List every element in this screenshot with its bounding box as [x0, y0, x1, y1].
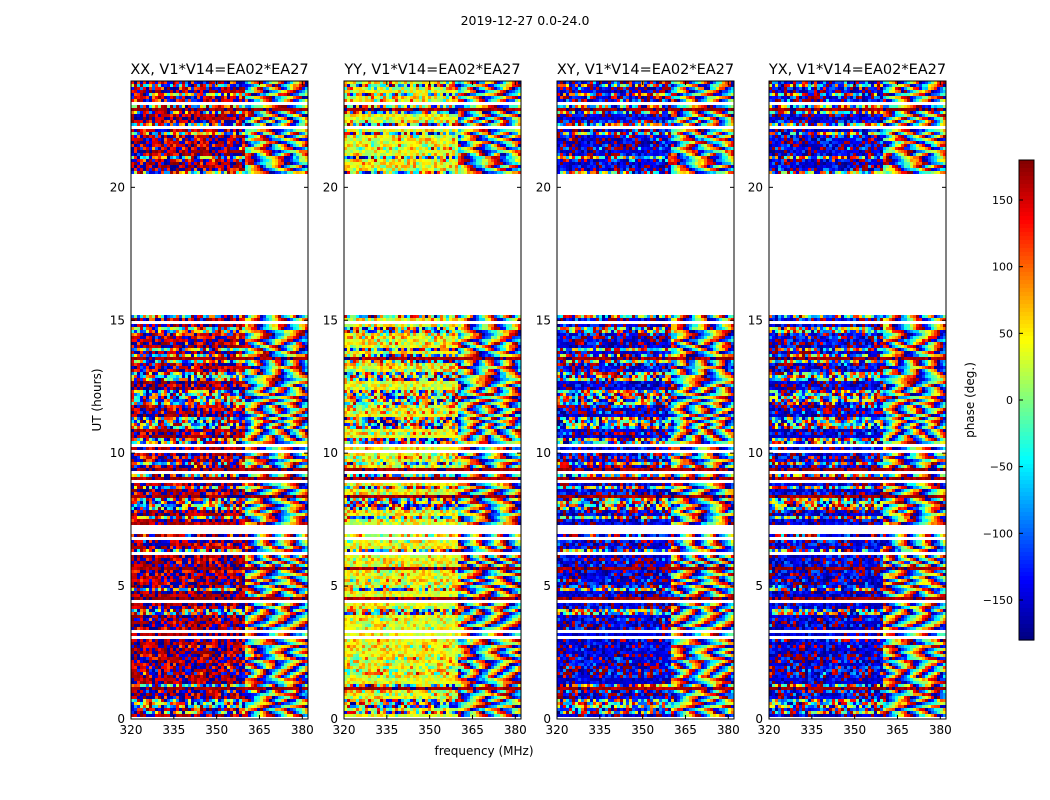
y-tick-label: 20 [323, 180, 338, 194]
y-tick-label: 5 [330, 579, 338, 593]
figure-suptitle: 2019-12-27 0.0-24.0 [0, 13, 1050, 28]
x-tick-label: 365 [248, 723, 271, 737]
y-tick-label: 5 [755, 579, 763, 593]
colorbar-layer: 150 100 50 0 −50 −100 −150 phase (deg.) [963, 159, 1035, 641]
labels-layer: frequency (MHz) UT (hours) [90, 368, 534, 758]
x-tick-label: 350 [631, 723, 654, 737]
x-tick-label: 365 [461, 723, 484, 737]
colorbar-tick-label: 0 [1006, 394, 1013, 407]
y-tick-label: 15 [536, 313, 551, 327]
x-tick-label: 380 [929, 723, 952, 737]
colorbar-tick-label: 100 [992, 261, 1013, 274]
x-tick-label: 350 [418, 723, 441, 737]
panel-3: 320 335 350 365 380 0 5 10 15 20 XY, V1*V14=EA02*E… [536, 62, 740, 737]
plot-frame [343, 80, 522, 720]
panel-2: 320 335 350 365 380 0 5 10 15 20 YY, V1*V14=EA02*E… [323, 62, 527, 737]
y-tick-label: 10 [110, 446, 125, 460]
panels-layer: 320 335 350 365 380 0 5 10 15 20 XX, V1*V14=EA02*E… [110, 62, 952, 737]
x-tick-label: 335 [375, 723, 398, 737]
x-tick-label: 320 [120, 723, 143, 737]
y-tick-label: 20 [536, 180, 551, 194]
y-tick-label: 5 [117, 579, 125, 593]
y-tick-label: 10 [536, 446, 551, 460]
phase-heatmap [769, 81, 946, 717]
panel-title: XY, V1*V14=EA02*EA27 [557, 62, 734, 78]
x-tick-label: 365 [886, 723, 909, 737]
y-tick-label: 0 [755, 712, 763, 726]
y-tick-label: 5 [543, 579, 551, 593]
x-tick-label: 365 [674, 723, 697, 737]
phase-heatmap [344, 81, 521, 717]
panel-1: 320 335 350 365 380 0 5 10 15 20 XX, V1*V14=EA02*E… [110, 62, 314, 737]
colorbar-tick-label: −100 [983, 527, 1013, 540]
y-axis-label: UT (hours) [90, 368, 104, 431]
colorbar-tick-label: 150 [992, 194, 1013, 207]
x-tick-label: 380 [717, 723, 740, 737]
y-tick-label: 20 [748, 180, 763, 194]
y-tick-label: 15 [110, 313, 125, 327]
panel-title: XX, V1*V14=EA02*EA27 [130, 62, 308, 78]
y-tick-label: 15 [748, 313, 763, 327]
colorbar-tick-label: −50 [990, 461, 1013, 474]
plot-frame [768, 80, 947, 720]
colorbar-tick-label: −150 [983, 594, 1013, 607]
panel-title: YX, V1*V14=EA02*EA27 [768, 62, 946, 78]
colorbar-label: phase (deg.) [963, 362, 977, 438]
panel-title: YY, V1*V14=EA02*EA27 [343, 62, 520, 78]
x-tick-label: 380 [291, 723, 314, 737]
y-tick-label: 0 [543, 712, 551, 726]
x-axis-label: frequency (MHz) [434, 744, 533, 758]
x-tick-label: 350 [205, 723, 228, 737]
plot-frame [130, 80, 309, 720]
x-tick-label: 335 [800, 723, 823, 737]
x-tick-label: 320 [546, 723, 569, 737]
x-tick-label: 320 [333, 723, 356, 737]
x-tick-label: 380 [504, 723, 527, 737]
phase-heatmap [557, 81, 734, 717]
x-tick-label: 350 [843, 723, 866, 737]
x-tick-label: 320 [758, 723, 781, 737]
x-tick-label: 335 [588, 723, 611, 737]
y-tick-label: 20 [110, 180, 125, 194]
y-tick-label: 0 [117, 712, 125, 726]
colorbar: 150 100 50 0 −50 −100 −150 phase (deg.) [963, 159, 1035, 641]
y-tick-label: 10 [323, 446, 338, 460]
phase-heatmap [131, 81, 308, 717]
plot-frame [556, 80, 735, 720]
y-tick-label: 10 [748, 446, 763, 460]
colorbar-tick-label: 50 [999, 327, 1013, 340]
panel-4: 320 335 350 365 380 0 5 10 15 20 YX, V1*V14=EA02*E… [748, 62, 952, 737]
y-tick-label: 0 [330, 712, 338, 726]
y-tick-label: 15 [323, 313, 338, 327]
x-tick-label: 335 [162, 723, 185, 737]
